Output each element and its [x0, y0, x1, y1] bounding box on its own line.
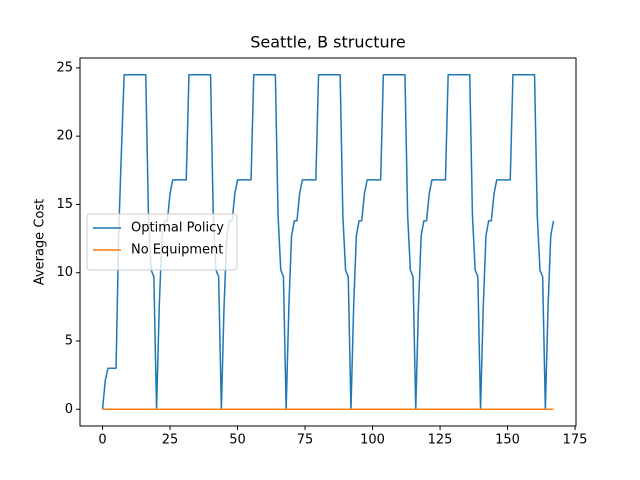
- legend-box: [86, 213, 238, 271]
- y-tick-label: 0: [65, 402, 73, 417]
- x-tick-label: 150: [495, 433, 520, 448]
- y-tick-label: 5: [65, 333, 73, 348]
- y-axis-label: Average Cost: [33, 199, 48, 285]
- x-tick-label: 100: [360, 433, 385, 448]
- x-tick-label: 125: [428, 433, 453, 448]
- legend-label: No Equipment: [131, 243, 223, 258]
- legend-label: Optimal Policy: [131, 221, 224, 236]
- y-tick-label: 15: [56, 197, 73, 212]
- x-tick-label: 175: [563, 433, 588, 448]
- y-tick-label: 20: [56, 129, 73, 144]
- x-tick-label: 75: [297, 433, 314, 448]
- x-tick-label: 25: [162, 433, 179, 448]
- x-tick-label: 50: [229, 433, 246, 448]
- line-series: [101, 73, 555, 411]
- x-tick-label: 0: [98, 433, 106, 448]
- y-tick-label: 10: [56, 265, 73, 280]
- y-tick-label: 25: [56, 60, 73, 75]
- plot-frame: [79, 57, 577, 427]
- chart-title: Seattle, B structure: [250, 33, 405, 52]
